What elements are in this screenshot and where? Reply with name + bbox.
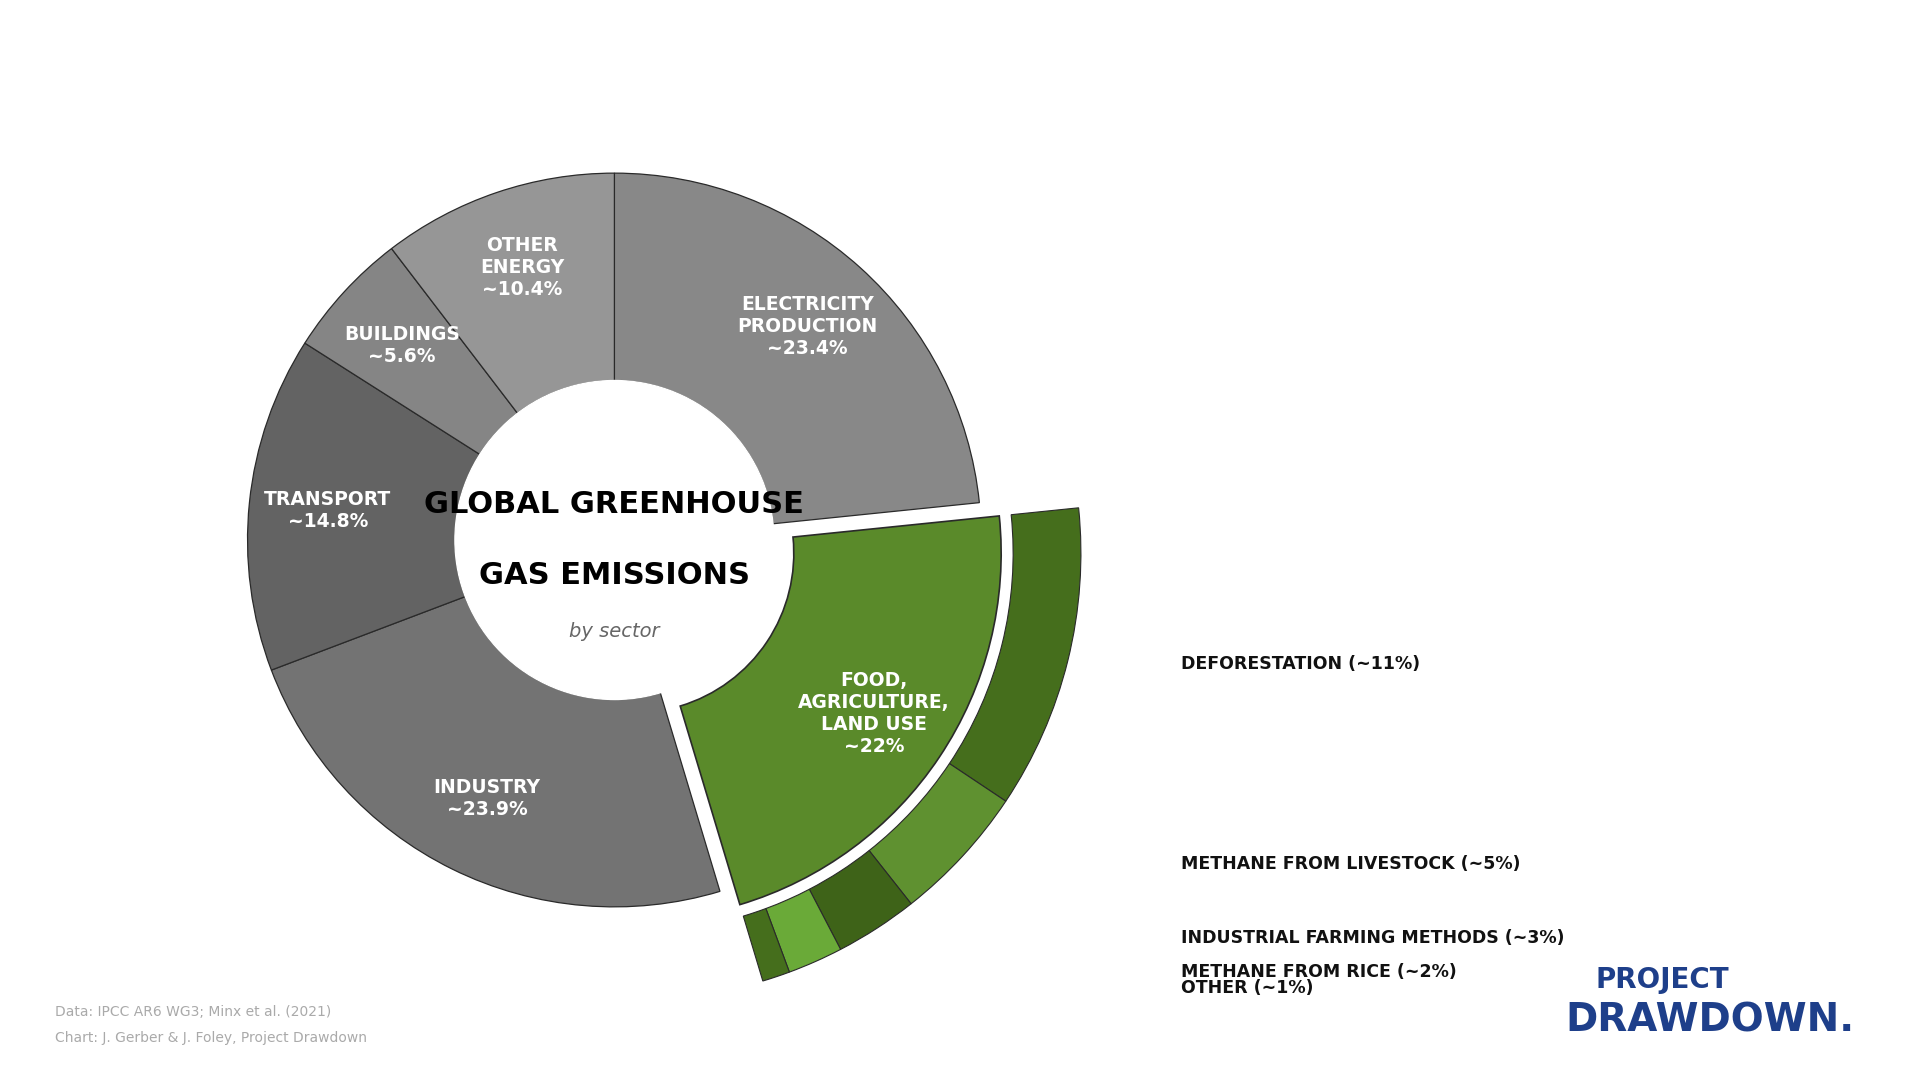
Wedge shape xyxy=(614,173,979,524)
Text: INDUSTRY
~23.9%: INDUSTRY ~23.9% xyxy=(434,778,540,819)
Text: OTHER (~1%): OTHER (~1%) xyxy=(1181,980,1313,997)
Text: Chart: J. Gerber & J. Foley, Project Drawdown: Chart: J. Gerber & J. Foley, Project Dra… xyxy=(56,1031,367,1045)
Circle shape xyxy=(455,380,774,700)
Text: TRANSPORT
~14.8%: TRANSPORT ~14.8% xyxy=(265,490,392,531)
Text: DRAWDOWN.: DRAWDOWN. xyxy=(1565,1001,1855,1039)
Wedge shape xyxy=(870,764,1006,904)
Wedge shape xyxy=(271,596,720,907)
Wedge shape xyxy=(810,851,912,949)
Wedge shape xyxy=(392,173,614,414)
Text: ELECTRICITY
PRODUCTION
~23.4%: ELECTRICITY PRODUCTION ~23.4% xyxy=(737,295,877,357)
Text: GLOBAL GREENHOUSE: GLOBAL GREENHOUSE xyxy=(424,489,804,518)
Wedge shape xyxy=(766,889,841,972)
Wedge shape xyxy=(743,908,789,981)
Text: DEFORESTATION (~11%): DEFORESTATION (~11%) xyxy=(1181,654,1421,673)
Text: GAS EMISSIONS: GAS EMISSIONS xyxy=(478,562,751,591)
Text: BUILDINGS
~5.6%: BUILDINGS ~5.6% xyxy=(344,325,461,366)
Text: INDUSTRIAL FARMING METHODS (~3%): INDUSTRIAL FARMING METHODS (~3%) xyxy=(1181,929,1565,947)
Text: METHANE FROM LIVESTOCK (~5%): METHANE FROM LIVESTOCK (~5%) xyxy=(1181,855,1521,874)
Wedge shape xyxy=(680,516,1000,905)
Text: PROJECT: PROJECT xyxy=(1596,966,1728,994)
Wedge shape xyxy=(305,248,518,455)
Text: Data: IPCC AR6 WG3; Minx et al. (2021): Data: IPCC AR6 WG3; Minx et al. (2021) xyxy=(56,1005,332,1020)
Text: by sector: by sector xyxy=(568,622,660,642)
Wedge shape xyxy=(948,508,1081,801)
Text: FOOD,
AGRICULTURE,
LAND USE
~22%: FOOD, AGRICULTURE, LAND USE ~22% xyxy=(799,671,950,756)
Wedge shape xyxy=(248,343,480,670)
Text: METHANE FROM RICE (~2%): METHANE FROM RICE (~2%) xyxy=(1181,963,1457,982)
Text: OTHER
ENERGY
~10.4%: OTHER ENERGY ~10.4% xyxy=(480,235,564,299)
